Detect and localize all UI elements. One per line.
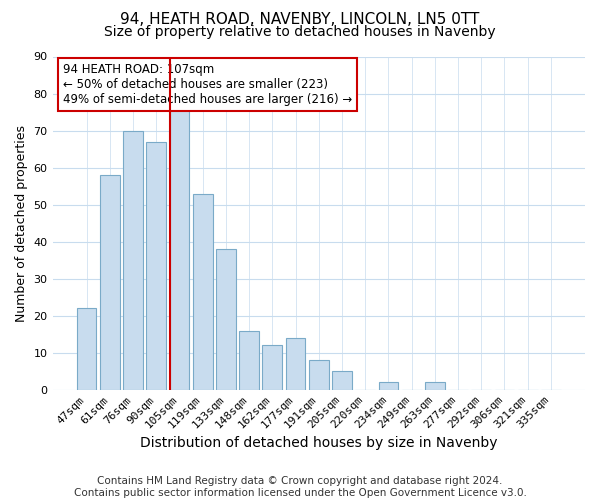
Bar	[262, 346, 282, 390]
Bar	[286, 338, 305, 390]
Y-axis label: Number of detached properties: Number of detached properties	[15, 124, 28, 322]
Bar	[216, 249, 236, 390]
Bar	[332, 372, 352, 390]
Bar	[170, 108, 190, 390]
Bar	[309, 360, 329, 390]
Bar	[100, 175, 119, 390]
Text: Contains HM Land Registry data © Crown copyright and database right 2024.
Contai: Contains HM Land Registry data © Crown c…	[74, 476, 526, 498]
Text: 94, HEATH ROAD, NAVENBY, LINCOLN, LN5 0TT: 94, HEATH ROAD, NAVENBY, LINCOLN, LN5 0T…	[121, 12, 479, 28]
Text: Size of property relative to detached houses in Navenby: Size of property relative to detached ho…	[104, 25, 496, 39]
Bar	[239, 330, 259, 390]
Bar	[123, 130, 143, 390]
Text: 94 HEATH ROAD: 107sqm
← 50% of detached houses are smaller (223)
49% of semi-det: 94 HEATH ROAD: 107sqm ← 50% of detached …	[63, 63, 352, 106]
Bar	[146, 142, 166, 390]
Bar	[425, 382, 445, 390]
Bar	[77, 308, 97, 390]
Bar	[379, 382, 398, 390]
Bar	[193, 194, 212, 390]
X-axis label: Distribution of detached houses by size in Navenby: Distribution of detached houses by size …	[140, 436, 497, 450]
